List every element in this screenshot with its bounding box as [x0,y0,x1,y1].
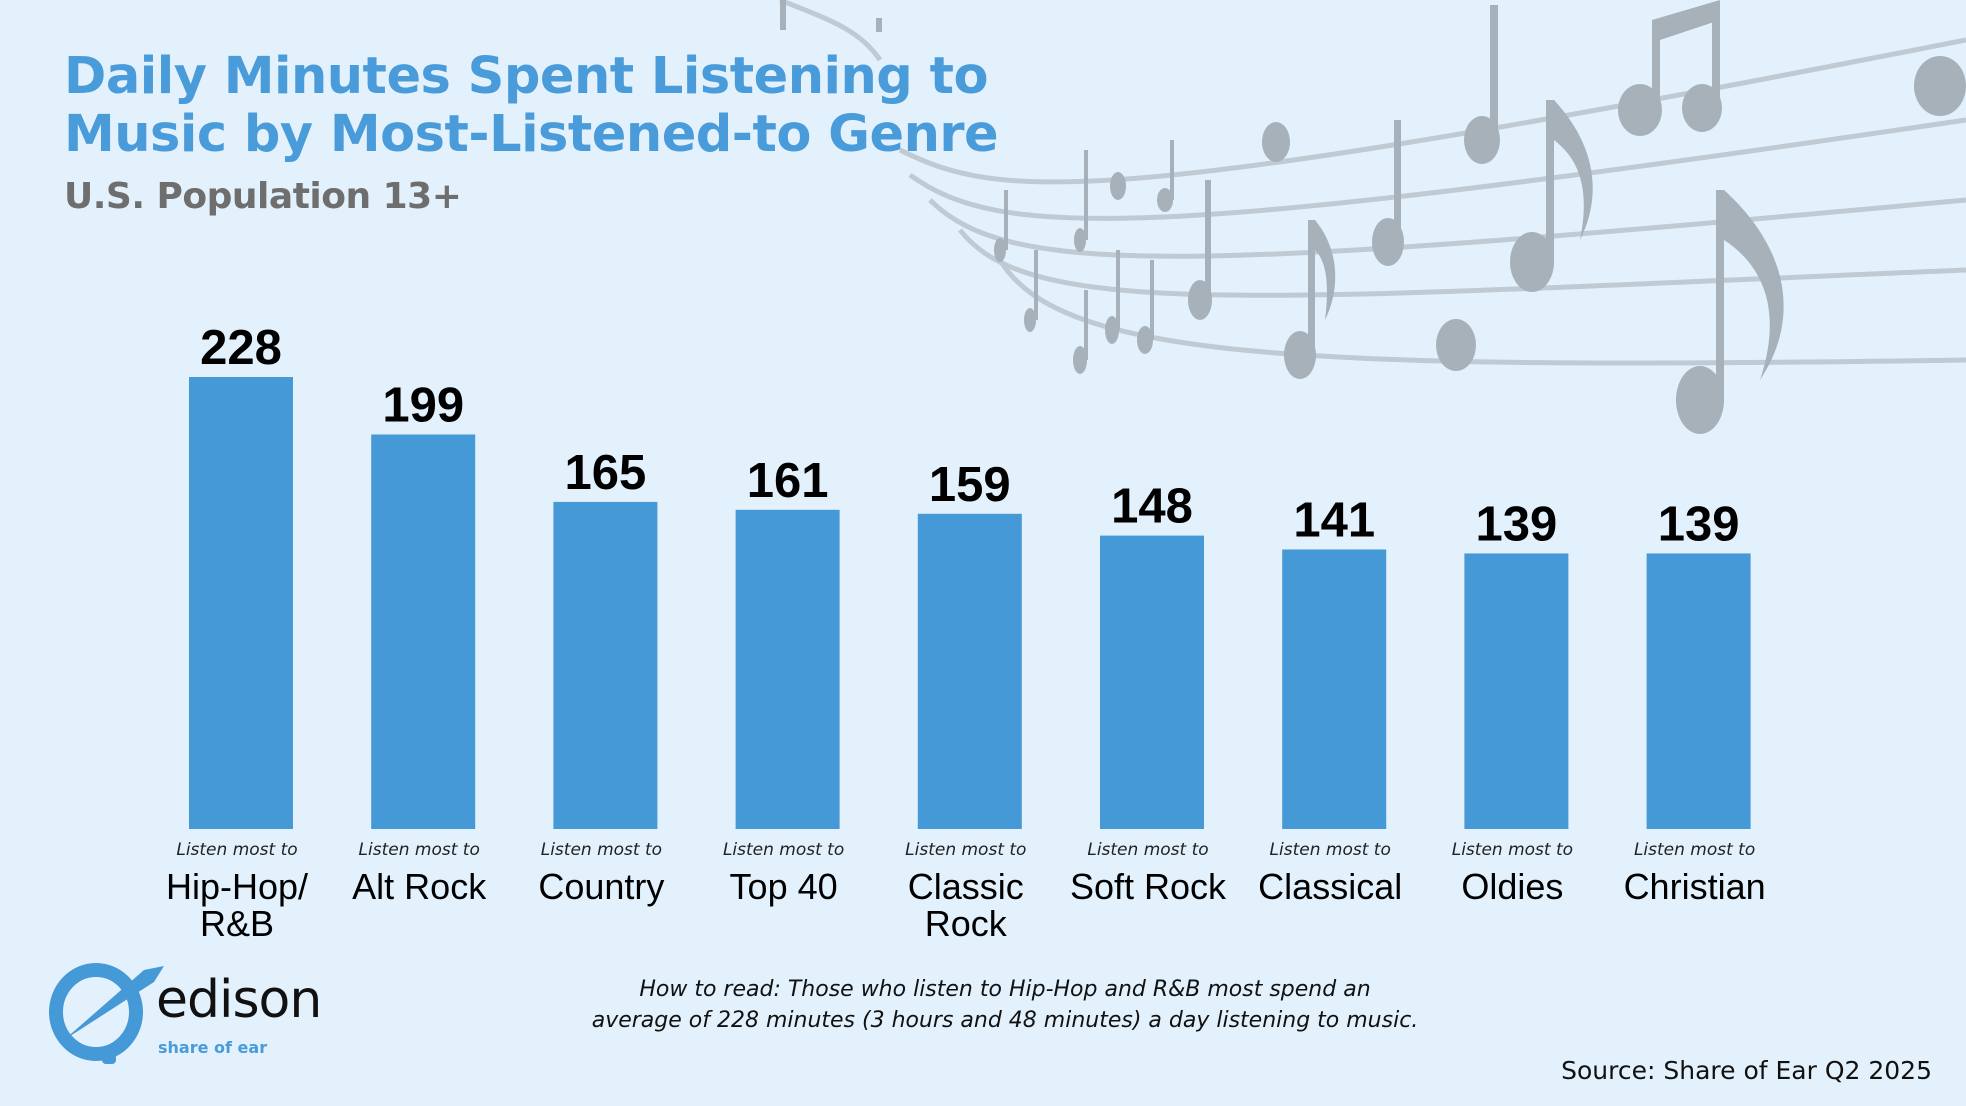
value-label: 139 [1476,497,1558,551]
category-label: Hip-Hop/ [166,866,308,907]
value-label: 141 [1293,493,1375,547]
category-label: Christian [1624,866,1766,907]
value-label: 159 [929,458,1011,512]
bar [553,501,658,829]
bar [189,377,293,829]
category-label: Alt Rock [352,866,487,907]
category-label: Top 40 [730,866,838,907]
logo-wordmark: edison [156,970,322,1030]
category-label: Oldies [1461,866,1563,907]
category-label: Country [538,866,664,907]
bar [1464,553,1569,829]
category-label: Rock [925,903,1008,944]
value-label: 199 [382,378,464,432]
bar [917,513,1022,829]
how-to-read-line-1: How to read: Those who listen to Hip-Hop… [639,977,1371,1002]
source-note: Source: Share of Ear Q2 2025 [1561,1056,1932,1085]
value-label: 228 [200,321,282,375]
bar [1282,549,1387,829]
category-prefix-label: Listen most to [541,840,662,860]
category-prefix-label: Listen most to [723,840,844,860]
how-to-read-line-2: average of 228 minutes (3 hours and 48 m… [591,1008,1419,1033]
how-to-read-note: How to read: Those who listen to Hip-Hop… [500,974,1510,1036]
category-prefix-label: Listen most to [1634,840,1755,860]
bar [1100,535,1204,829]
bar [735,509,840,829]
category-prefix-label: Listen most to [905,840,1026,860]
category-prefix-label: Listen most to [1087,840,1208,860]
value-label: 161 [747,454,829,508]
value-label: 165 [565,446,647,500]
edison-bulb-icon [49,963,164,1064]
bar-chart: 228 Listen most to Hip-Hop/R&B 199 Listen mo… [166,321,1766,944]
logo-tagline: share of ear [158,1038,268,1057]
category-label: R&B [200,903,274,944]
bar [371,434,476,829]
edison-logo: edison share of ear [44,960,344,1070]
category-label: Soft Rock [1070,866,1227,907]
category-prefix-label: Listen most to [1270,840,1391,860]
category-prefix-label: Listen most to [1452,840,1573,860]
value-label: 148 [1111,480,1193,534]
bar [1646,553,1751,829]
chart-title: Daily Minutes Spent Listening to Music b… [64,47,999,164]
category-label: Classic [908,866,1024,907]
value-label: 139 [1658,497,1740,551]
category-prefix-label: Listen most to [176,840,297,860]
title-line-2: Music by Most-Listened-to Genre [64,105,999,164]
category-prefix-label: Listen most to [359,840,480,860]
chart-subtitle: U.S. Population 13+ [64,176,462,217]
category-label: Classical [1258,866,1402,907]
title-line-1: Daily Minutes Spent Listening to [64,47,989,106]
